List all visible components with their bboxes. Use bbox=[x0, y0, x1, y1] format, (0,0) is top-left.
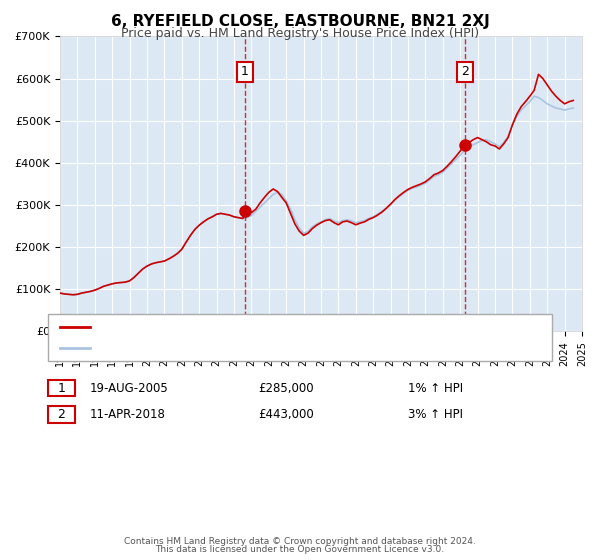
Text: 2: 2 bbox=[58, 408, 65, 421]
Text: 11-APR-2018: 11-APR-2018 bbox=[90, 408, 166, 421]
Text: £443,000: £443,000 bbox=[258, 408, 314, 421]
Text: This data is licensed under the Open Government Licence v3.0.: This data is licensed under the Open Gov… bbox=[155, 545, 445, 554]
Text: 3% ↑ HPI: 3% ↑ HPI bbox=[408, 408, 463, 421]
Text: 1: 1 bbox=[58, 381, 65, 395]
Text: 1: 1 bbox=[241, 66, 249, 78]
Text: 6, RYEFIELD CLOSE, EASTBOURNE, BN21 2XJ: 6, RYEFIELD CLOSE, EASTBOURNE, BN21 2XJ bbox=[110, 14, 490, 29]
Text: Price paid vs. HM Land Registry's House Price Index (HPI): Price paid vs. HM Land Registry's House … bbox=[121, 27, 479, 40]
Text: 6, RYEFIELD CLOSE, EASTBOURNE, BN21 2XJ (detached house): 6, RYEFIELD CLOSE, EASTBOURNE, BN21 2XJ … bbox=[96, 322, 422, 332]
Text: 1% ↑ HPI: 1% ↑ HPI bbox=[408, 381, 463, 395]
Text: Contains HM Land Registry data © Crown copyright and database right 2024.: Contains HM Land Registry data © Crown c… bbox=[124, 537, 476, 546]
Text: £285,000: £285,000 bbox=[258, 381, 314, 395]
Text: HPI: Average price, detached house, Eastbourne: HPI: Average price, detached house, East… bbox=[96, 343, 348, 353]
Text: 2: 2 bbox=[461, 66, 469, 78]
Text: 19-AUG-2005: 19-AUG-2005 bbox=[90, 381, 169, 395]
